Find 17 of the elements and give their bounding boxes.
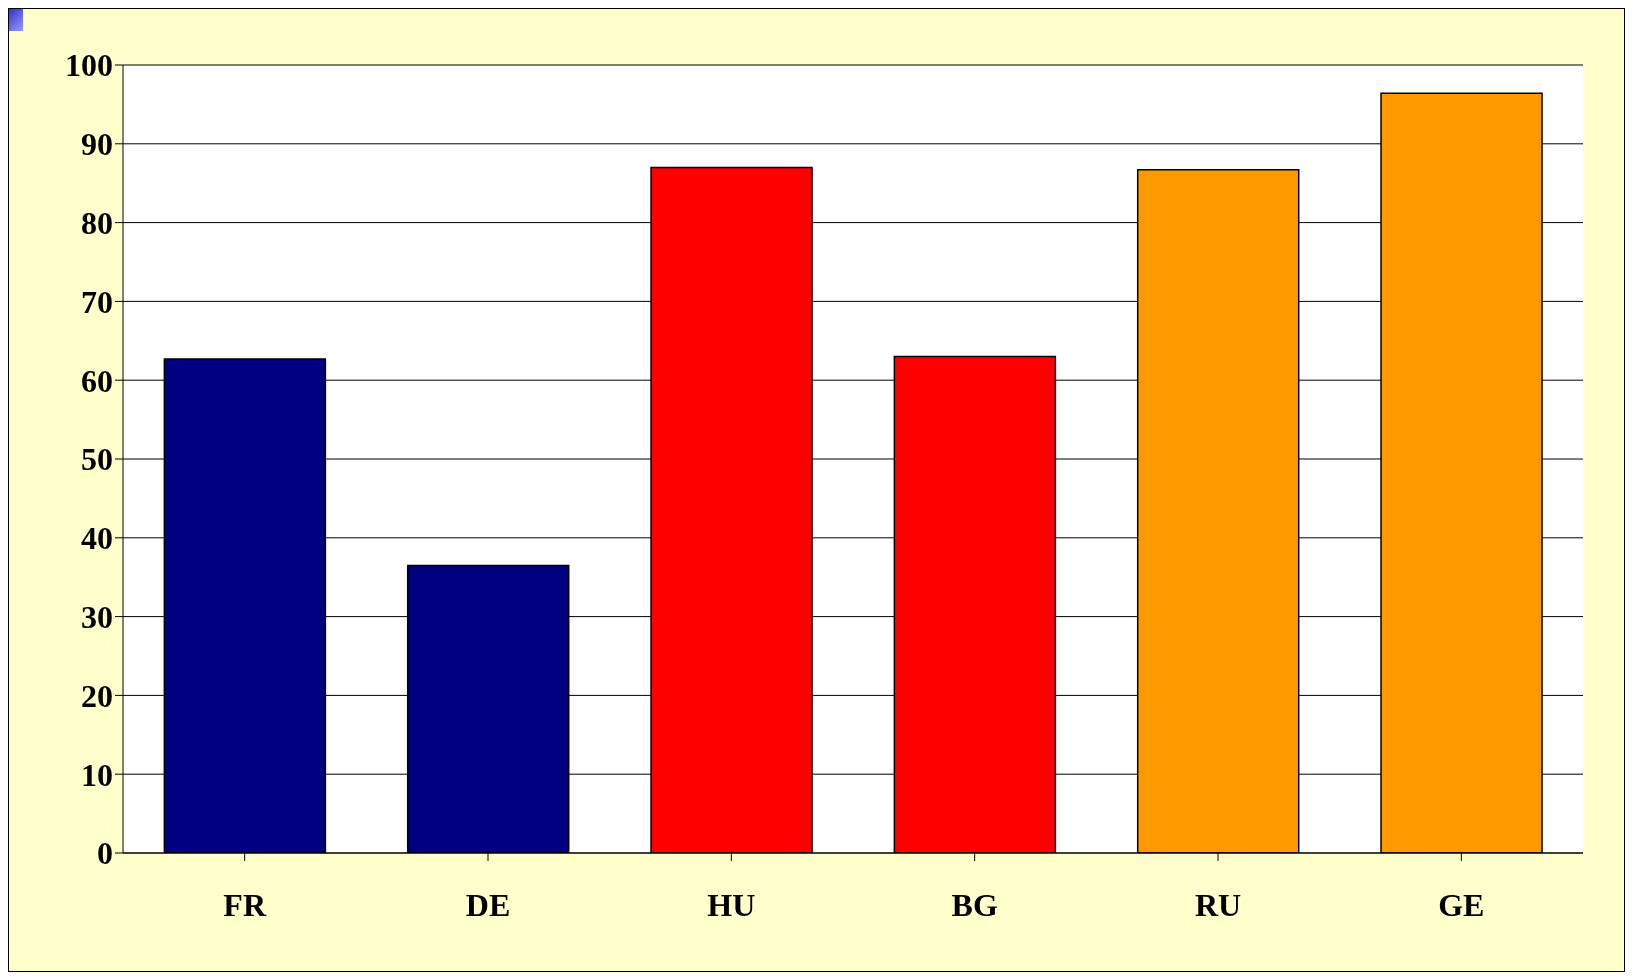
x-tick-label: HU [707, 886, 756, 923]
y-tick-label: 90 [81, 126, 113, 163]
y-tick-label: 50 [81, 441, 113, 478]
y-tick-label: 40 [81, 520, 113, 557]
y-tick-label: 0 [97, 835, 113, 872]
x-tick-label: RU [1194, 886, 1242, 923]
x-tick-label: GE [1438, 886, 1485, 923]
y-tick-label: 100 [65, 47, 113, 84]
y-tick-label: 60 [81, 362, 113, 399]
x-tick-label: DE [465, 886, 511, 923]
y-tick-label: 20 [81, 677, 113, 714]
y-tick-label: 10 [81, 756, 113, 793]
x-tick-label: FR [223, 886, 267, 923]
y-tick-label: 30 [81, 598, 113, 635]
y-tick-label: 70 [81, 283, 113, 320]
x-tick-label: BG [951, 886, 998, 923]
y-tick-label: 80 [81, 204, 113, 241]
